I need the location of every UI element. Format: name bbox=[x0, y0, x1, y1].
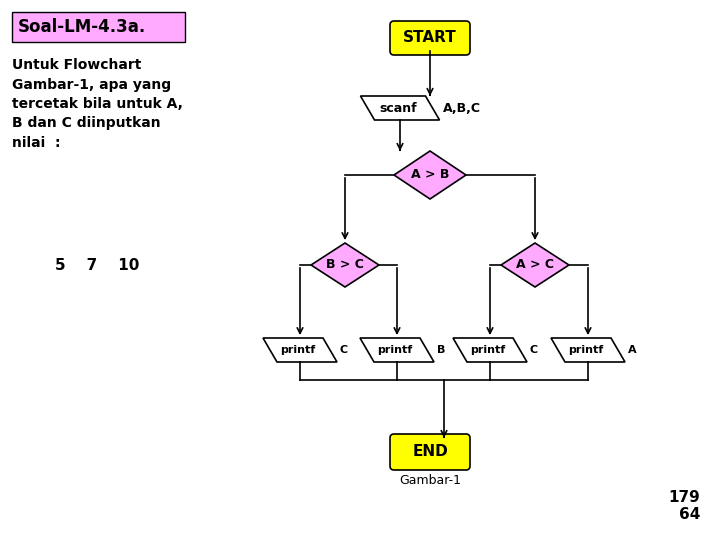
Text: printf: printf bbox=[568, 345, 603, 355]
Polygon shape bbox=[263, 338, 337, 362]
Text: A,B,C: A,B,C bbox=[443, 102, 480, 114]
FancyBboxPatch shape bbox=[390, 434, 470, 470]
Text: B > C: B > C bbox=[326, 259, 364, 272]
Polygon shape bbox=[453, 338, 527, 362]
Text: printf: printf bbox=[377, 345, 413, 355]
Text: 5    7    10: 5 7 10 bbox=[55, 258, 140, 273]
Text: C: C bbox=[340, 345, 348, 355]
FancyBboxPatch shape bbox=[12, 12, 185, 42]
Text: scanf: scanf bbox=[379, 102, 417, 114]
Polygon shape bbox=[311, 243, 379, 287]
Text: A: A bbox=[628, 345, 636, 355]
Polygon shape bbox=[551, 338, 625, 362]
Text: Untuk Flowchart
Gambar-1, apa yang
tercetak bila untuk A,
B dan C diinputkan
nil: Untuk Flowchart Gambar-1, apa yang terce… bbox=[12, 58, 183, 150]
Text: 179
64: 179 64 bbox=[668, 490, 700, 522]
Text: printf: printf bbox=[280, 345, 315, 355]
Text: C: C bbox=[530, 345, 538, 355]
Polygon shape bbox=[361, 96, 439, 120]
Polygon shape bbox=[501, 243, 569, 287]
Text: Gambar-1: Gambar-1 bbox=[399, 474, 461, 487]
Text: A > C: A > C bbox=[516, 259, 554, 272]
Text: END: END bbox=[412, 444, 448, 460]
Text: printf: printf bbox=[470, 345, 505, 355]
FancyBboxPatch shape bbox=[390, 21, 470, 55]
Text: Soal-LM-4.3a.: Soal-LM-4.3a. bbox=[18, 18, 146, 36]
Text: A > B: A > B bbox=[411, 168, 449, 181]
Text: START: START bbox=[403, 30, 457, 45]
Polygon shape bbox=[360, 338, 434, 362]
Text: B: B bbox=[437, 345, 446, 355]
Polygon shape bbox=[394, 151, 466, 199]
